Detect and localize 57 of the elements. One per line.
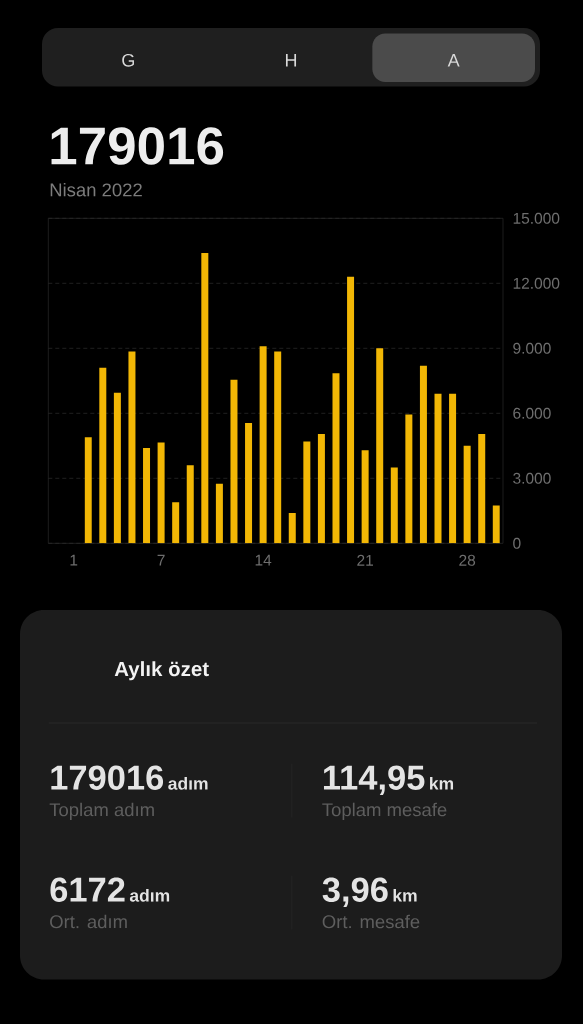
text: 114,95 <box>323 765 425 795</box>
bar <box>274 351 282 544</box>
bar <box>99 367 107 544</box>
text: km <box>393 888 417 902</box>
bar <box>347 276 355 544</box>
text: A <box>447 54 460 67</box>
x-tick-label: 7 <box>157 554 165 566</box>
bar <box>157 442 165 544</box>
bar <box>113 392 121 544</box>
y-tick-label: 9.000 <box>513 342 551 354</box>
bar <box>463 445 471 544</box>
bar <box>390 467 398 544</box>
bar <box>230 379 238 544</box>
text: adım <box>168 776 208 790</box>
bar <box>84 437 92 544</box>
bar <box>303 441 311 544</box>
bar <box>376 348 384 544</box>
bar <box>317 433 325 544</box>
bar <box>361 450 369 544</box>
bar <box>449 393 457 544</box>
bar <box>128 351 136 544</box>
x-tick-label: 21 <box>357 554 373 566</box>
x-tick-label: 1 <box>70 554 78 566</box>
text: Ort. adım <box>50 914 127 929</box>
bar <box>478 433 486 544</box>
bar <box>405 414 413 544</box>
bar <box>419 365 427 544</box>
text: 3,96 <box>322 877 388 907</box>
x-tick-label: 28 <box>459 554 476 566</box>
bar <box>332 373 340 544</box>
bar <box>434 393 442 544</box>
text: km <box>430 776 454 790</box>
x-tick-label: 14 <box>255 554 272 566</box>
text: Toplam mesafe <box>322 802 447 820</box>
chart-subtitle: Nisan 2022 <box>50 182 142 197</box>
bar <box>259 346 267 544</box>
bar <box>172 502 180 544</box>
chart-title: 179016 <box>51 127 224 165</box>
bar <box>186 465 194 544</box>
text: 179016 <box>51 765 164 790</box>
bar <box>215 483 223 544</box>
text: Ort. mesafe <box>322 914 420 929</box>
y-tick-label: 15.000 <box>513 212 560 224</box>
y-tick-label: 12.000 <box>513 277 560 289</box>
bar <box>143 447 151 544</box>
y-tick-label: 0 <box>513 537 521 549</box>
y-tick-label: 6.000 <box>513 407 551 419</box>
text: H <box>285 54 297 67</box>
bar <box>201 252 209 544</box>
text: adım <box>129 888 170 902</box>
text: Aylık özet <box>114 661 209 681</box>
bar <box>245 423 253 544</box>
y-tick-label: 3.000 <box>513 472 551 484</box>
text: Toplam adım <box>49 802 154 820</box>
bar <box>288 512 296 544</box>
text: 6172 <box>50 877 125 902</box>
text: G <box>122 53 134 67</box>
